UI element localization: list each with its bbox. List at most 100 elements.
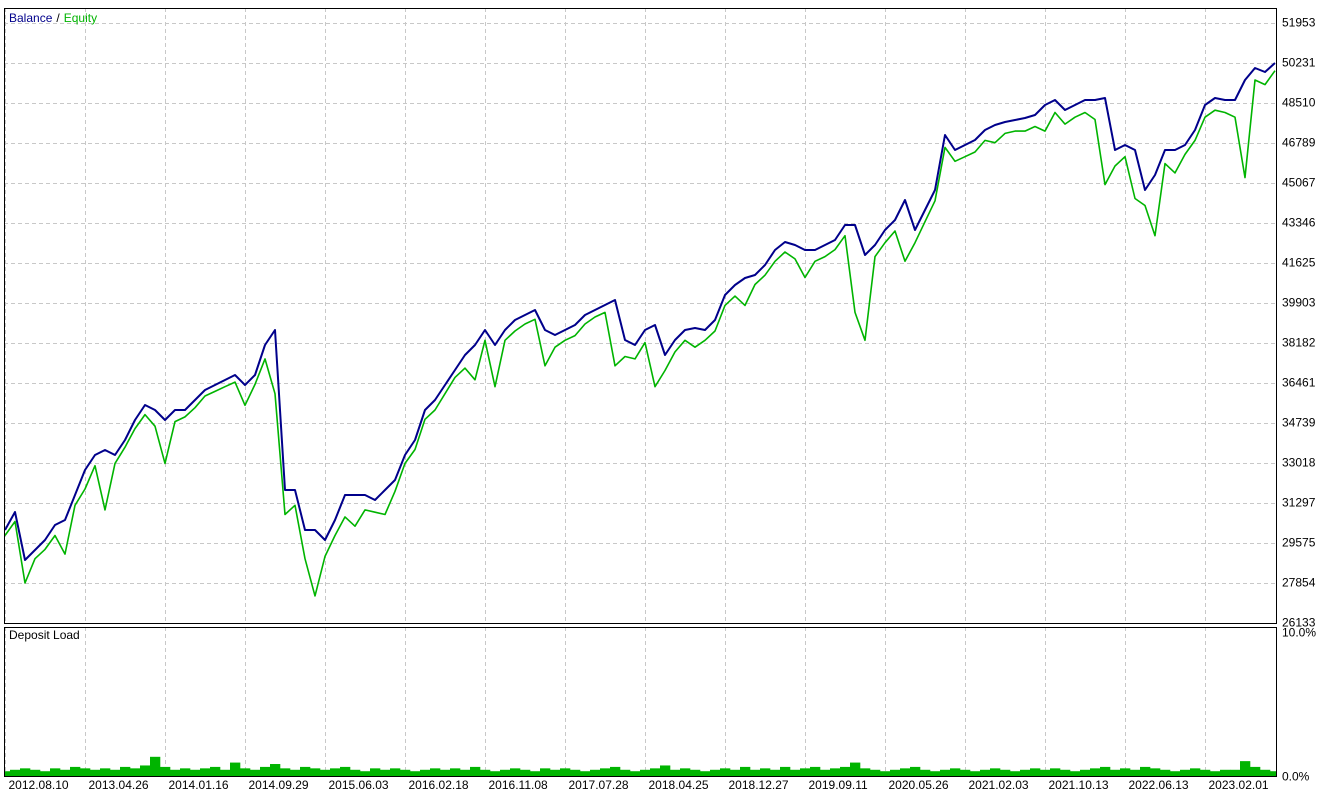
load-bar [130,768,141,777]
load-bar [1130,769,1141,777]
y-tick-label: 51953 [1282,16,1316,30]
load-bar [1150,768,1161,777]
load-bar [1210,771,1221,777]
load-bar [20,768,31,777]
load-bar [760,768,771,777]
load-bar [1270,771,1276,777]
x-tick-label: 2023.02.01 [1209,778,1269,792]
load-bar [1050,768,1061,777]
x-tick-label: 2021.10.13 [1049,778,1109,792]
load-bar [700,771,711,777]
load-bar [360,771,371,777]
load-bar [400,769,411,777]
load-bar [550,769,561,777]
load-bar [220,769,231,777]
load-bar [460,769,471,777]
load-bar [880,771,891,777]
load-bar [250,769,261,777]
x-tick-label: 2020.05.26 [889,778,949,792]
legend-separator: / [56,11,60,25]
load-bar [770,769,781,777]
y-tick-label: 31297 [1282,496,1316,510]
load-frame [4,627,1277,777]
load-bar [890,769,901,777]
y-tick-label: 27854 [1282,576,1316,590]
load-bar [190,769,201,777]
series-line [4,62,1276,561]
series-line [4,70,1276,597]
load-bar [1020,769,1031,777]
load-bar [310,768,321,777]
load-bar [560,768,571,777]
load-bar [390,768,401,777]
y-tick-label: 38182 [1282,336,1316,350]
load-bar [70,766,81,777]
load-bar [680,768,691,777]
load-bar [800,768,811,777]
load-bar [910,766,921,777]
x-tick-label: 2013.04.26 [89,778,149,792]
panel-title: Deposit Load [9,628,80,642]
load-bar [650,768,661,777]
load-bar [840,766,851,777]
load-bar [990,768,1001,777]
y-tick-label: 41625 [1282,256,1316,270]
load-bar [750,769,761,777]
x-tick-label: 2022.06.13 [1129,778,1189,792]
x-tick-label: 2019.09.11 [809,778,868,792]
load-bar [1060,769,1071,777]
load-bar [510,768,521,777]
load-bar [290,769,301,777]
load-bar [200,768,211,777]
main-frame [4,8,1277,624]
legend-entry: Equity [64,11,97,25]
x-tick-label: 2017.07.28 [569,778,629,792]
y-tick-label: 46789 [1282,136,1316,150]
load-bar [50,768,61,777]
load-bar [10,769,21,777]
load-bar [900,768,911,777]
load-bar [4,771,11,777]
load-bar [370,768,381,777]
load-bar [150,756,161,777]
load-bar [490,771,501,777]
load-bar [230,762,241,777]
load-bar [420,769,431,777]
load-bar [1140,766,1151,777]
load-bar [1170,771,1181,777]
load-bar [660,765,671,777]
load-bar [380,769,391,777]
load-bar [320,769,331,777]
y-tick-label: 10.0% [1282,626,1316,640]
load-bar [60,769,71,777]
load-bar [610,766,621,777]
grid-layer [4,8,1276,777]
load-bar [640,769,651,777]
y-tick-label: 33018 [1282,456,1316,470]
load-bar [450,768,461,777]
load-bar [500,769,511,777]
load-bar [520,769,531,777]
load-bar [1070,771,1081,777]
load-bar [470,766,481,777]
load-bar [1100,766,1111,777]
load-bar [1110,769,1121,777]
load-bar [1000,769,1011,777]
load-bar [570,769,581,777]
x-tick-label: 2016.11.08 [489,778,548,792]
load-bar [690,769,701,777]
load-bar [540,768,551,777]
load-bar [270,764,281,777]
load-bar [1090,768,1101,777]
x-tick-label: 2021.02.03 [969,778,1029,792]
load-bar [440,769,451,777]
load-bar [430,768,441,777]
load-bar [90,769,101,777]
load-bar [160,766,171,777]
y-tick-label: 48510 [1282,96,1316,110]
marks-layer [4,62,1276,777]
load-bar [40,771,51,777]
x-tick-label: 2014.01.16 [169,778,229,792]
